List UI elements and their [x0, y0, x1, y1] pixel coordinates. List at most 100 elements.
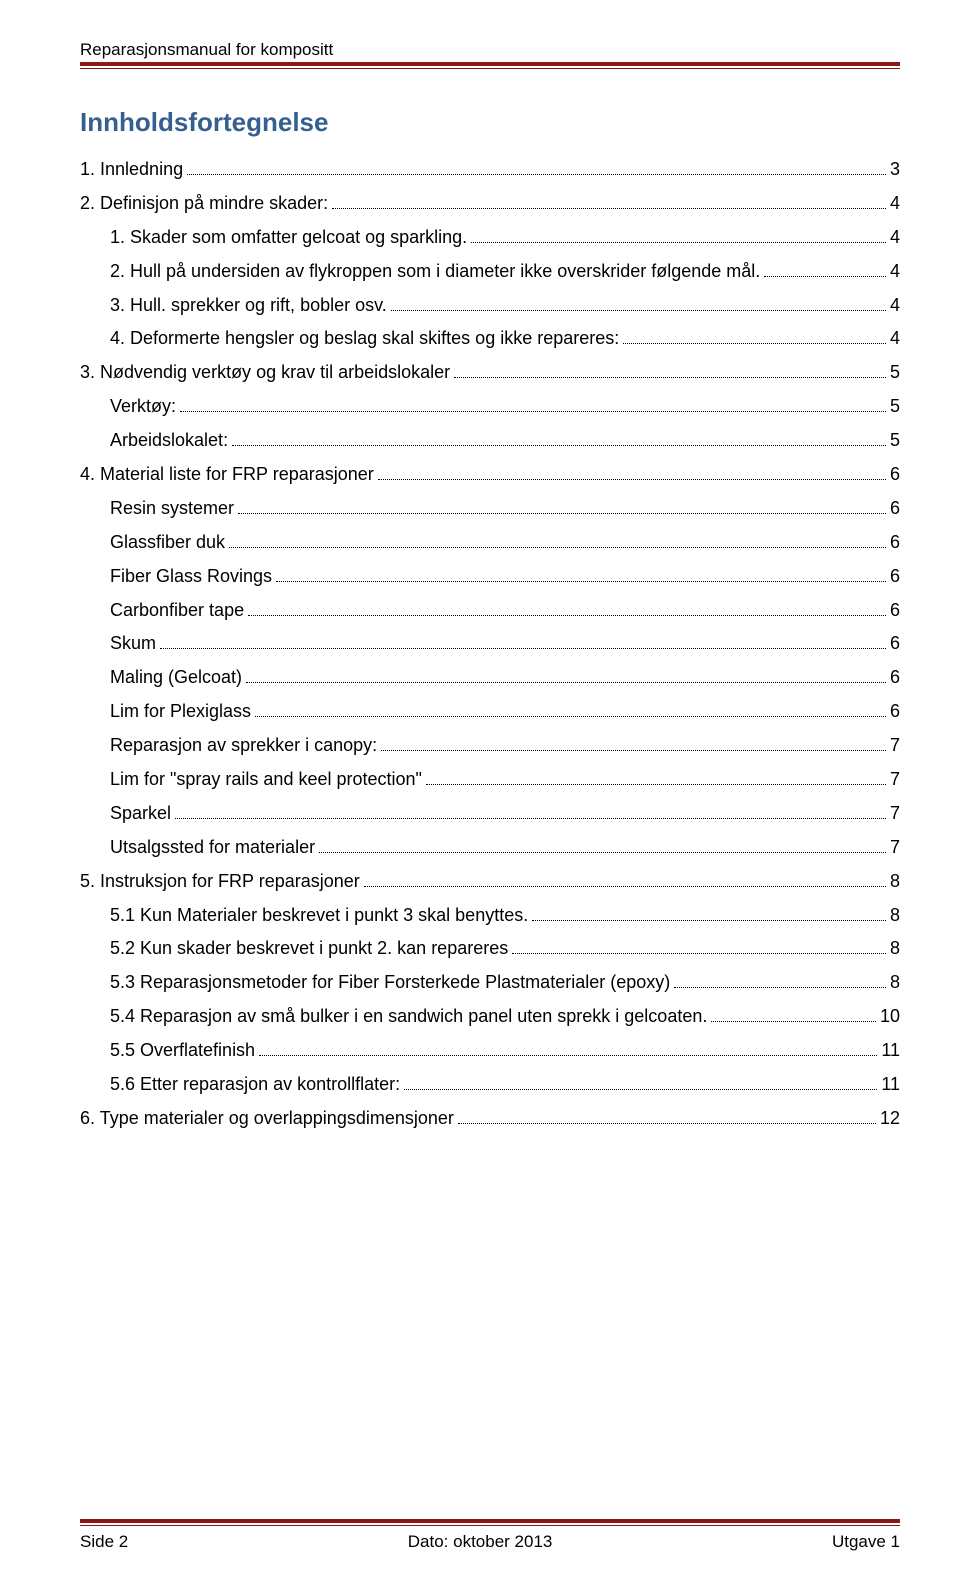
toc-leader-dots: [332, 208, 886, 209]
toc-leader-dots: [180, 411, 886, 412]
toc-page-number: 7: [890, 800, 900, 828]
toc-page-number: 11: [881, 1037, 900, 1065]
toc-row[interactable]: Skum 6: [80, 630, 900, 658]
toc-page-number: 6: [890, 664, 900, 692]
toc-row[interactable]: 5.4 Reparasjon av små bulker i en sandwi…: [80, 1003, 900, 1031]
toc-label: Reparasjon av sprekker i canopy:: [110, 732, 377, 760]
toc-row[interactable]: Arbeidslokalet:5: [80, 427, 900, 455]
toc-leader-dots: [160, 648, 886, 649]
toc-page-number: 5: [890, 393, 900, 421]
toc-row[interactable]: Verktøy: 5: [80, 393, 900, 421]
toc-page-number: 6: [890, 495, 900, 523]
toc-page-number: 5: [890, 359, 900, 387]
toc-label: 1. Innledning: [80, 156, 183, 184]
toc-leader-dots: [319, 852, 886, 853]
page-footer: Side 2 Dato: oktober 2013 Utgave 1: [80, 1517, 900, 1552]
toc-page-number: 10: [880, 1003, 900, 1031]
toc-row[interactable]: 1. Innledning3: [80, 156, 900, 184]
toc-label: 5.4 Reparasjon av små bulker i en sandwi…: [110, 1003, 707, 1031]
toc-page-number: 6: [890, 529, 900, 557]
toc-page-number: 6: [890, 563, 900, 591]
toc-row[interactable]: 5.2 Kun skader beskrevet i punkt 2. kan …: [80, 935, 900, 963]
header-title: Reparasjonsmanual for kompositt: [80, 40, 900, 60]
page: Reparasjonsmanual for kompositt Innholds…: [0, 0, 960, 1592]
footer-row: Side 2 Dato: oktober 2013 Utgave 1: [80, 1532, 900, 1552]
toc-label: 5.1 Kun Materialer beskrevet i punkt 3 s…: [110, 902, 528, 930]
toc-label: Sparkel: [110, 800, 171, 828]
toc-row[interactable]: 1. Skader som omfatter gelcoat og sparkl…: [80, 224, 900, 252]
toc-label: Glassfiber duk: [110, 529, 225, 557]
toc-label: Skum: [110, 630, 156, 658]
toc-leader-dots: [764, 276, 886, 277]
toc-leader-dots: [175, 818, 886, 819]
toc-leader-dots: [187, 174, 886, 175]
toc-page-number: 8: [890, 902, 900, 930]
toc-label: Resin systemer: [110, 495, 234, 523]
toc-label: 3. Hull. sprekker og rift, bobler osv.: [110, 292, 387, 320]
toc-row[interactable]: Glassfiber duk 6: [80, 529, 900, 557]
toc-row[interactable]: 4. Deformerte hengsler og beslag skal sk…: [80, 325, 900, 353]
toc-leader-dots: [248, 615, 886, 616]
toc-leader-dots: [512, 953, 886, 954]
toc-leader-dots: [364, 886, 886, 887]
toc-label: Utsalgssted for materialer: [110, 834, 315, 862]
toc-page-number: 6: [890, 630, 900, 658]
toc-label: 6. Type materialer og overlappingsdimens…: [80, 1105, 454, 1133]
toc-page-number: 6: [890, 461, 900, 489]
toc-page-number: 11: [881, 1071, 900, 1099]
toc-page-number: 6: [890, 698, 900, 726]
toc: 1. Innledning3 2. Definisjon på mindre sk…: [80, 156, 900, 1139]
toc-page-number: 4: [890, 190, 900, 218]
toc-row[interactable]: 5.6 Etter reparasjon av kontrollflater: 1…: [80, 1071, 900, 1099]
toc-label: Lim for Plexiglass: [110, 698, 251, 726]
toc-label: Lim for "spray rails and keel protection…: [110, 766, 422, 794]
toc-page-number: 8: [890, 935, 900, 963]
toc-label: 1. Skader som omfatter gelcoat og sparkl…: [110, 224, 467, 252]
toc-page-number: 4: [890, 258, 900, 286]
toc-label: 5.6 Etter reparasjon av kontrollflater:: [110, 1071, 400, 1099]
toc-row[interactable]: Reparasjon av sprekker i canopy: 7: [80, 732, 900, 760]
toc-row[interactable]: Fiber Glass Rovings 6: [80, 563, 900, 591]
toc-leader-dots: [232, 445, 886, 446]
toc-leader-dots: [426, 784, 886, 785]
toc-page-number: 8: [890, 868, 900, 896]
toc-page-number: 7: [890, 732, 900, 760]
toc-leader-dots: [276, 581, 886, 582]
toc-leader-dots: [711, 1021, 876, 1022]
toc-label: 5.3 Reparasjonsmetoder for Fiber Forster…: [110, 969, 670, 997]
toc-row[interactable]: Utsalgssted for materialer 7: [80, 834, 900, 862]
toc-row[interactable]: Carbonfiber tape6: [80, 597, 900, 625]
toc-leader-dots: [623, 343, 886, 344]
toc-row[interactable]: Lim for "spray rails and keel protection…: [80, 766, 900, 794]
toc-page-number: 8: [890, 969, 900, 997]
toc-page-number: 7: [890, 766, 900, 794]
toc-page-number: 7: [890, 834, 900, 862]
toc-leader-dots: [259, 1055, 877, 1056]
toc-page-number: 4: [890, 325, 900, 353]
toc-row[interactable]: Resin systemer 6: [80, 495, 900, 523]
toc-row[interactable]: 6. Type materialer og overlappingsdimens…: [80, 1105, 900, 1133]
toc-label: 2. Definisjon på mindre skader:: [80, 190, 328, 218]
toc-row[interactable]: Maling (Gelcoat)6: [80, 664, 900, 692]
toc-leader-dots: [532, 920, 886, 921]
toc-row[interactable]: 3. Hull. sprekker og rift, bobler osv.4: [80, 292, 900, 320]
toc-label: Verktøy:: [110, 393, 176, 421]
footer-center: Dato: oktober 2013: [408, 1532, 553, 1552]
toc-label: Fiber Glass Rovings: [110, 563, 272, 591]
toc-row[interactable]: 5.1 Kun Materialer beskrevet i punkt 3 s…: [80, 902, 900, 930]
toc-row[interactable]: Sparkel 7: [80, 800, 900, 828]
toc-row[interactable]: 5.3 Reparasjonsmetoder for Fiber Forster…: [80, 969, 900, 997]
footer-right: Utgave 1: [832, 1532, 900, 1552]
toc-row[interactable]: 3. Nødvendig verktøy og krav til arbeids…: [80, 359, 900, 387]
toc-row[interactable]: 2. Definisjon på mindre skader: 4: [80, 190, 900, 218]
footer-rule-thin: [80, 1525, 900, 1526]
toc-row[interactable]: Lim for Plexiglass 6: [80, 698, 900, 726]
toc-page-number: 4: [890, 224, 900, 252]
toc-row[interactable]: 5.5 Overflatefinish11: [80, 1037, 900, 1065]
toc-row[interactable]: 4. Material liste for FRP reparasjoner6: [80, 461, 900, 489]
toc-leader-dots: [471, 242, 886, 243]
toc-label: 4. Deformerte hengsler og beslag skal sk…: [110, 325, 619, 353]
toc-leader-dots: [378, 479, 886, 480]
toc-row[interactable]: 2. Hull på undersiden av flykroppen som …: [80, 258, 900, 286]
toc-row[interactable]: 5. Instruksjon for FRP reparasjoner8: [80, 868, 900, 896]
